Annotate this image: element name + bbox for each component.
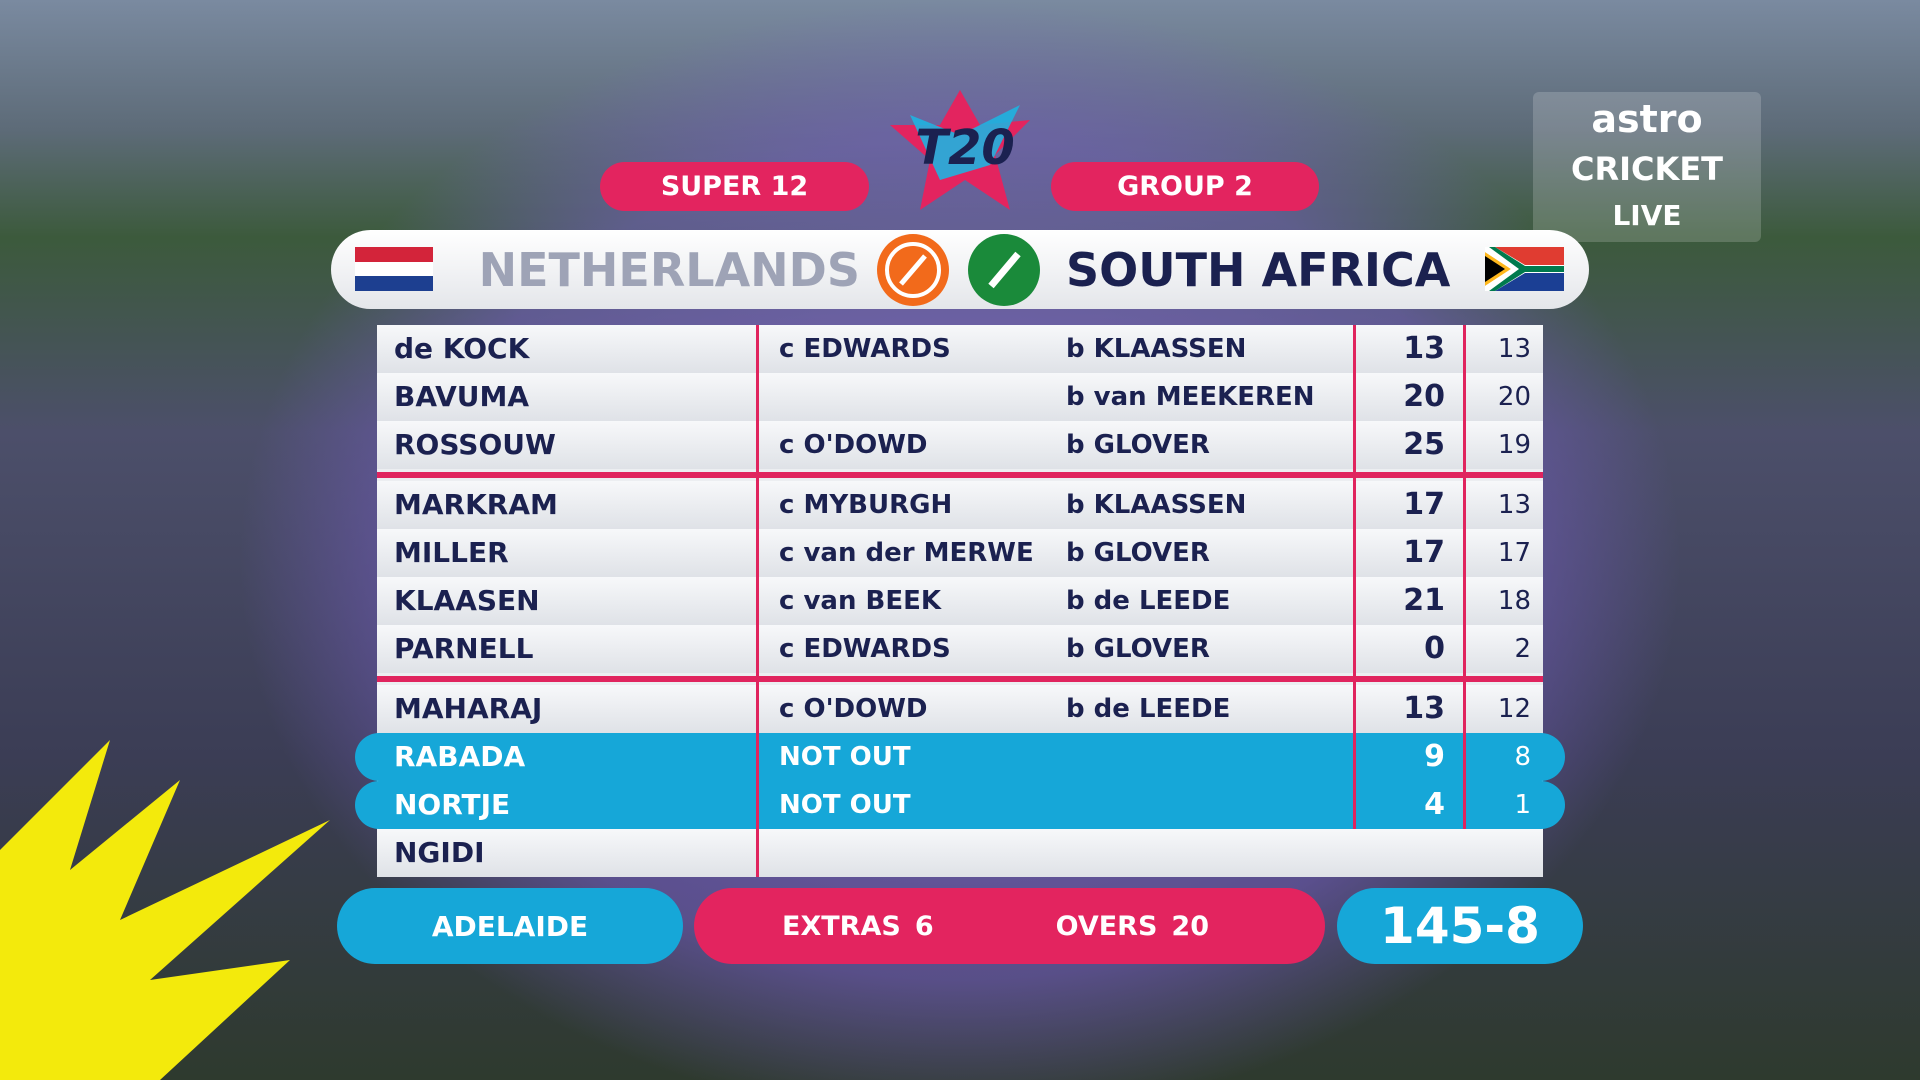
t20-logo-graphic [890,90,1030,210]
broadcaster-channel: CRICKET [1571,150,1723,188]
group-pill: GROUP 2 [1051,162,1319,211]
batting-team: SOUTH AFRICA [1066,243,1451,297]
summary-pill: EXTRAS 6 OVERS 20 [694,888,1325,964]
batting-row: ROSSOUW c O'DOWD b GLOVER 25 19 [377,421,1543,469]
dismissal-caught: c MYBURGH [779,490,953,520]
netherlands-flag [355,247,433,291]
dismissal-bowled: b KLAASSEN [1066,490,1247,520]
balls: 13 [1497,334,1531,364]
balls: 18 [1497,586,1531,616]
batting-row: NGIDI [377,829,1543,877]
balls: 1 [1514,790,1531,820]
runs: 13 [1403,331,1445,366]
dismissal-bowled: b GLOVER [1066,430,1210,460]
south-africa-flag [1485,247,1564,291]
broadcast-status: LIVE [1612,199,1682,232]
balls: 8 [1514,742,1531,772]
runs: 17 [1403,487,1445,522]
batter-name: BAVUMA [394,380,530,413]
team-bar [331,230,1589,309]
extras-label: EXTRAS [782,910,901,942]
dismissal-caught: c EDWARDS [779,334,951,364]
stage-pill: SUPER 12 [600,162,869,211]
runs: 21 [1403,583,1445,618]
dismissal-caught: c van BEEK [779,586,942,616]
runs: 9 [1424,739,1445,774]
burst-graphic [0,740,330,1080]
dismissal-caught: NOT OUT [779,742,911,772]
batting-row: NORTJE NOT OUT 4 1 [355,781,1565,829]
batting-row: RABADA NOT OUT 9 8 [355,733,1565,781]
batter-name: KLAASEN [394,584,540,617]
broadcaster-logo: astro CRICKET LIVE [1533,92,1761,242]
batter-name: de KOCK [394,332,530,365]
column-divider [1463,325,1466,829]
dismissal-caught: NOT OUT [779,790,911,820]
batter-name: MARKRAM [394,488,558,521]
dismissal-caught: c van der MERWE [779,538,1034,568]
batting-row: BAVUMA b van MEEKEREN 20 20 [377,373,1543,421]
dismissal-bowled: b de LEEDE [1066,586,1231,616]
batter-name: MAHARAJ [394,692,543,725]
batting-row: KLAASEN c van BEEK b de LEEDE 21 18 [377,577,1543,625]
balls: 17 [1497,538,1531,568]
broadcaster-name: astro [1591,97,1703,141]
venue-pill: ADELAIDE [337,888,683,964]
group-separator [377,676,1543,682]
extras-value: 6 [914,910,934,942]
dismissal-caught: c O'DOWD [779,694,928,724]
dismissal-bowled: b KLAASSEN [1066,334,1247,364]
balls: 19 [1497,430,1531,460]
overs-value: 20 [1171,910,1209,942]
overs-label: OVERS [1055,910,1158,942]
dismissal-bowled: b GLOVER [1066,538,1210,568]
batter-name: NORTJE [394,788,511,821]
balls: 13 [1497,490,1531,520]
batter-name: RABADA [394,740,526,773]
t20-logo-text: T20 [915,120,1015,176]
runs: 4 [1424,787,1445,822]
dismissal-bowled: b van MEEKEREN [1066,382,1315,412]
batting-row: PARNELL c EDWARDS b GLOVER 0 2 [377,625,1543,673]
dismissal-caught: c EDWARDS [779,634,951,664]
runs: 13 [1403,691,1445,726]
column-divider [756,325,759,877]
runs: 20 [1403,379,1445,414]
balls: 2 [1514,634,1531,664]
batting-row: MARKRAM c MYBURGH b KLAASSEN 17 13 [377,481,1543,529]
dismissal-bowled: b GLOVER [1066,634,1210,664]
batting-row: MAHARAJ c O'DOWD b de LEEDE 13 12 [377,685,1543,733]
batting-row: MILLER c van der MERWE b GLOVER 17 17 [377,529,1543,577]
batter-name: MILLER [394,536,509,569]
batter-name: NGIDI [394,836,485,869]
total-score: 145-8 [1337,888,1583,964]
column-divider [1353,325,1356,829]
group-separator [377,472,1543,478]
batting-row: de KOCK c EDWARDS b KLAASSEN 13 13 [377,325,1543,373]
bowling-team: NETHERLANDS [478,243,860,297]
dismissal-bowled: b de LEEDE [1066,694,1231,724]
batter-name: PARNELL [394,632,534,665]
dismissal-caught: c O'DOWD [779,430,928,460]
runs: 17 [1403,535,1445,570]
balls: 12 [1497,694,1531,724]
runs: 0 [1424,631,1445,666]
team-icons [877,234,1040,306]
balls: 20 [1497,382,1531,412]
runs: 25 [1403,427,1445,462]
batter-name: ROSSOUW [394,428,556,461]
